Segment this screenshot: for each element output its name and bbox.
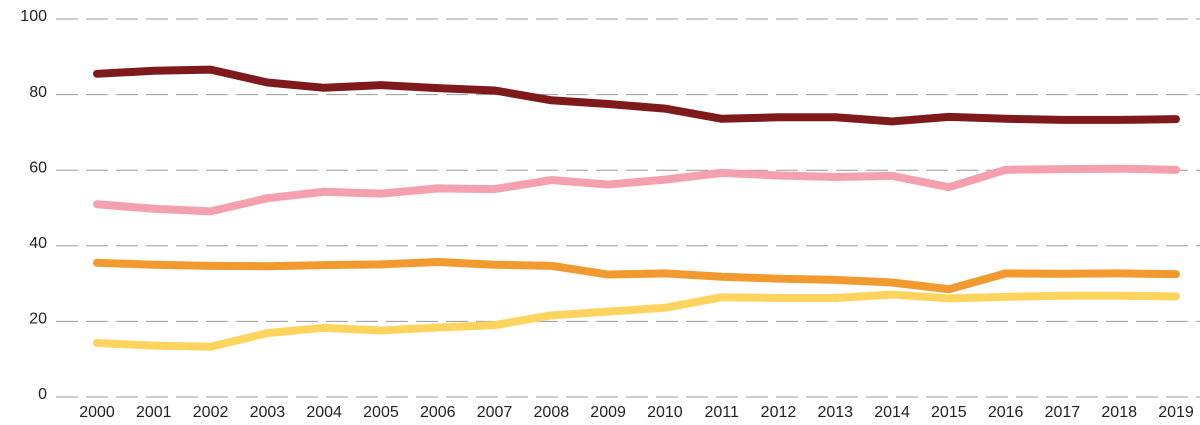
x-tick-label: 2004 [306,404,342,421]
y-tick-label: 80 [29,84,47,101]
x-tick-label: 2001 [136,404,172,421]
line-series [93,258,1180,294]
line-series [93,290,1180,351]
x-tick-label: 2016 [988,404,1024,421]
line-series [93,164,1180,216]
x-tick-label: 2014 [874,404,910,421]
x-tick-label: 2009 [590,404,626,421]
x-tick-label: 2006 [420,404,456,421]
x-tick-label: 2005 [363,404,399,421]
y-tick-label: 60 [29,159,47,176]
y-tick-label: 100 [20,8,47,25]
x-tick-label: 2007 [477,404,513,421]
y-tick-label: 0 [38,386,47,403]
x-tick-label: 2018 [1101,404,1137,421]
y-tick-label: 40 [29,235,47,252]
line-series [93,65,1180,126]
x-tick-label: 2008 [534,404,570,421]
x-tick-label: 2015 [931,404,967,421]
x-tick-label: 2012 [761,404,797,421]
x-tick-label: 2013 [817,404,853,421]
x-tick-label: 2003 [250,404,286,421]
x-tick-label: 2017 [1045,404,1081,421]
y-tick-label: 20 [29,311,47,328]
x-tick-label: 2019 [1158,404,1194,421]
x-tick-label: 2010 [647,404,683,421]
x-tick-label: 2000 [79,404,115,421]
x-tick-label: 2002 [193,404,229,421]
x-tick-label: 2011 [704,404,739,421]
